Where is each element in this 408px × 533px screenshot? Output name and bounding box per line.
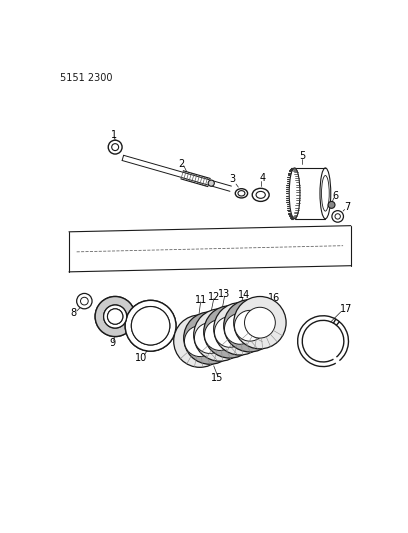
Circle shape <box>107 309 123 324</box>
Circle shape <box>131 306 170 345</box>
Circle shape <box>234 296 286 349</box>
Circle shape <box>224 300 276 352</box>
Circle shape <box>224 313 255 344</box>
Circle shape <box>335 214 340 219</box>
Circle shape <box>328 201 335 208</box>
Circle shape <box>184 326 215 357</box>
Circle shape <box>214 303 266 355</box>
Text: 7: 7 <box>344 202 350 212</box>
Text: 2: 2 <box>178 159 184 169</box>
Circle shape <box>125 301 176 351</box>
Circle shape <box>204 320 235 350</box>
Circle shape <box>194 309 246 361</box>
Circle shape <box>95 296 135 336</box>
Text: 6: 6 <box>333 191 339 200</box>
Ellipse shape <box>252 188 269 201</box>
Circle shape <box>112 144 119 151</box>
Text: 10: 10 <box>135 353 147 363</box>
Circle shape <box>244 308 275 338</box>
Ellipse shape <box>320 168 331 219</box>
Circle shape <box>215 317 245 348</box>
Circle shape <box>125 301 176 351</box>
Circle shape <box>174 315 226 367</box>
Circle shape <box>184 312 236 364</box>
Ellipse shape <box>235 189 248 198</box>
Text: 14: 14 <box>238 290 251 300</box>
Text: 4: 4 <box>259 173 265 183</box>
Text: 5151 2300: 5151 2300 <box>60 73 112 83</box>
Ellipse shape <box>289 168 300 219</box>
Text: 17: 17 <box>340 304 353 314</box>
Circle shape <box>107 309 123 324</box>
Text: 15: 15 <box>211 373 224 383</box>
Circle shape <box>235 310 265 341</box>
Circle shape <box>208 180 214 186</box>
Ellipse shape <box>322 175 329 211</box>
Circle shape <box>332 211 344 222</box>
Text: 1: 1 <box>111 130 117 140</box>
Circle shape <box>95 296 135 336</box>
Text: 11: 11 <box>195 295 207 304</box>
Text: 5: 5 <box>299 151 306 161</box>
Circle shape <box>204 306 256 358</box>
Text: 3: 3 <box>229 174 235 184</box>
Circle shape <box>104 305 127 328</box>
Ellipse shape <box>256 191 265 198</box>
Circle shape <box>104 305 127 328</box>
Text: 13: 13 <box>218 289 231 299</box>
Circle shape <box>195 322 225 353</box>
Circle shape <box>131 306 170 345</box>
Text: 12: 12 <box>208 292 220 302</box>
Circle shape <box>80 297 88 305</box>
Text: 8: 8 <box>71 309 77 318</box>
Text: 16: 16 <box>268 293 280 303</box>
Circle shape <box>77 294 92 309</box>
Text: 9: 9 <box>109 338 115 349</box>
Ellipse shape <box>238 191 245 196</box>
Circle shape <box>108 140 122 154</box>
